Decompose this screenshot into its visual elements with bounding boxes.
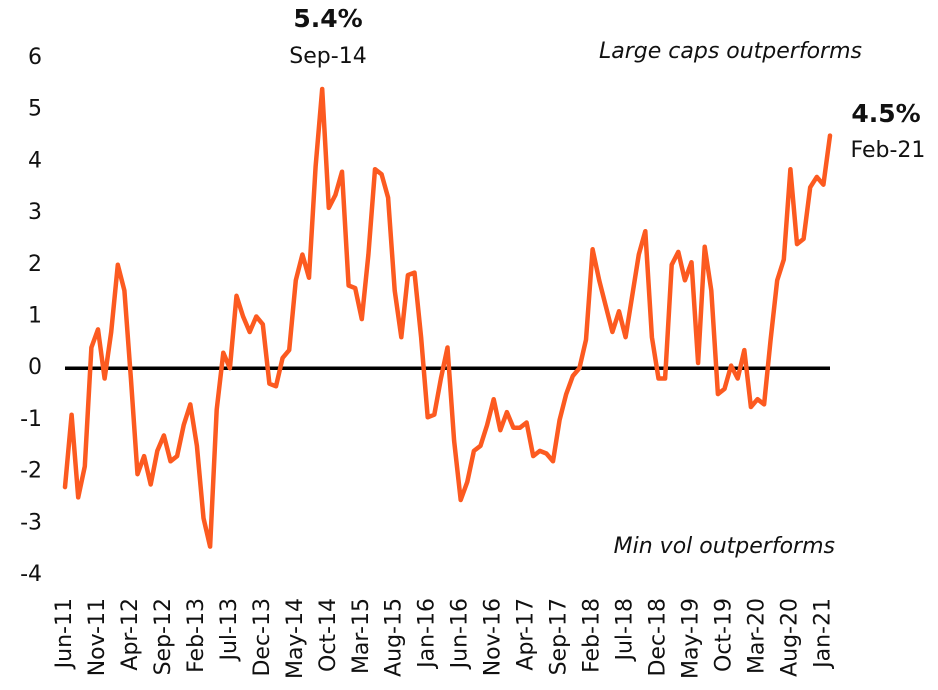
y-tick-label: -1 xyxy=(20,407,42,432)
peak-date: Sep-14 xyxy=(289,44,366,69)
top-note: Large caps outperforms xyxy=(599,39,862,64)
x-tick-label: Apr-12 xyxy=(118,598,143,671)
x-tick-label: Jul-13 xyxy=(217,598,242,662)
y-tick-label: 6 xyxy=(28,45,42,70)
x-tick-label: Dec-18 xyxy=(646,598,671,677)
x-tick-label: Jun-11 xyxy=(52,598,77,670)
x-tick-label: May-19 xyxy=(679,598,704,679)
x-tick-label: Jul-18 xyxy=(613,598,638,662)
y-tick-label: 0 xyxy=(28,355,42,380)
x-tick-label: Jan-16 xyxy=(415,598,440,670)
x-tick-label: Oct-14 xyxy=(316,598,341,672)
x-tick-label: Nov-11 xyxy=(85,598,110,676)
x-tick-label: Sep-17 xyxy=(547,598,572,675)
x-tick-label: Mar-20 xyxy=(744,598,769,674)
x-tick-label: Apr-17 xyxy=(514,598,539,671)
x-tick-label: May-14 xyxy=(283,598,308,679)
peak-value: 5.4% xyxy=(293,4,362,33)
x-tick-label: Aug-20 xyxy=(777,598,802,677)
line-series xyxy=(62,86,833,549)
bottom-note: Min vol outperforms xyxy=(614,534,835,559)
y-tick-label: -2 xyxy=(20,459,42,484)
x-tick-label: Aug-15 xyxy=(382,598,407,677)
x-tick-label: Jan-21 xyxy=(810,598,835,670)
y-tick-label: 3 xyxy=(28,200,42,225)
x-tick-label: Sep-12 xyxy=(151,598,176,675)
y-tick-label: -4 xyxy=(20,562,42,587)
y-tick-label: 1 xyxy=(28,304,42,329)
x-tick-label: Feb-13 xyxy=(184,598,209,673)
x-tick-label: Nov-16 xyxy=(481,598,506,676)
last-value: 4.5% xyxy=(851,99,920,128)
y-tick-label: -3 xyxy=(20,510,42,535)
x-tick-label: Oct-19 xyxy=(711,598,736,672)
x-tick-label: Dec-13 xyxy=(250,598,275,677)
x-tick-label: Jun-16 xyxy=(448,598,473,670)
y-tick-label: 2 xyxy=(28,252,42,277)
x-tick-label: Mar-15 xyxy=(349,598,374,674)
y-tick-label: 4 xyxy=(28,148,42,173)
y-tick-label: 5 xyxy=(28,97,42,122)
last-date: Feb-21 xyxy=(851,138,926,163)
x-tick-label: Feb-18 xyxy=(580,598,605,673)
